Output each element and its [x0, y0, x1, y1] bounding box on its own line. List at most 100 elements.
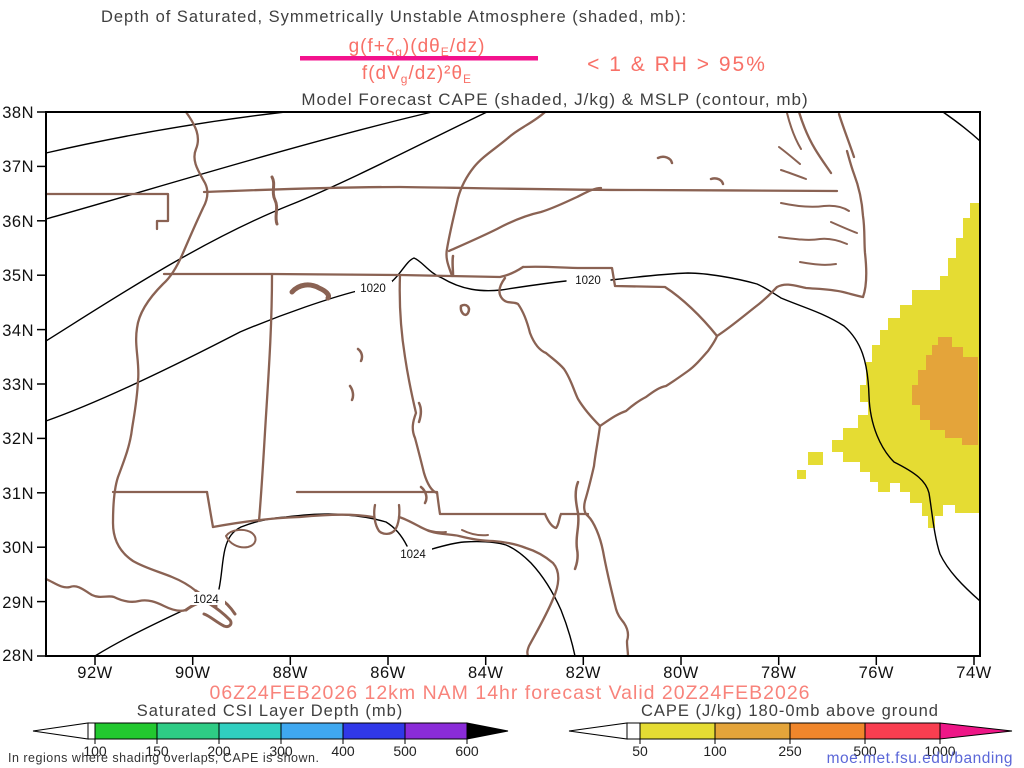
cape-segment [714, 722, 791, 740]
northcarolina-coast [715, 283, 865, 338]
cape-colorbar-ticks [639, 739, 941, 744]
page-title: Depth of Saturated, Symmetrically Unstab… [101, 8, 687, 26]
formula-condition: < 1 & RH > 95% [587, 53, 767, 76]
contour-line-1020 [389, 257, 567, 292]
louisiana-coast-marsh [44, 577, 188, 612]
lat-label: 28N [2, 647, 34, 665]
csi-segment-white [87, 722, 96, 740]
lake-pontchartrain [225, 528, 257, 549]
tennessee-river-kentucky [270, 175, 279, 226]
contour-label-mask [188, 592, 225, 605]
subtitle: Model Forecast CAPE (shaded, J/kg) & MSL… [301, 90, 808, 109]
lat-label: 34N [2, 322, 34, 340]
savannah-river-border [498, 276, 602, 428]
csi-tick-label: 400 [331, 743, 355, 759]
cape-segment [864, 722, 941, 740]
csi-segment [94, 722, 158, 740]
lon-label: 76W [859, 664, 894, 682]
pamlico-albemarle-sounds [778, 202, 858, 266]
lon-label: 82W [566, 664, 601, 682]
mississippi-gulf-coast [211, 513, 375, 529]
lat-label: 30N [2, 539, 34, 557]
missouri-arkansas-border [44, 192, 170, 231]
cape-tick-label: 50 [632, 743, 648, 759]
lat-label: 36N [2, 213, 34, 231]
cape-tick-label: 100 [703, 743, 727, 759]
small-lakes-and-rivers [348, 155, 725, 571]
mobile-bay [373, 503, 401, 536]
kentucky-virginia-northcarolina-border [202, 185, 839, 194]
lat-label: 33N [2, 376, 34, 394]
tennessee-northcarolina-border [447, 186, 603, 253]
csi-colorbar-title: Saturated CSI Layer Depth (mb) [137, 702, 404, 720]
csi-tick-label: 500 [393, 743, 417, 759]
chesapeake-rivers [778, 112, 807, 180]
cape-over-arrow [939, 722, 1013, 740]
cape-segment [639, 722, 716, 740]
delmarva-atlantic-shore [837, 112, 856, 159]
alabama-georgia-border [398, 273, 439, 495]
formula-denominator: f(dVg/dz)²θE [362, 63, 472, 86]
delmarva-peninsula [797, 110, 833, 175]
cape-colorbar: CAPE (J/kg) 180-0mb above ground 50 100 … [568, 702, 1013, 759]
lon-label: 74W [956, 664, 991, 682]
lat-label: 32N [2, 430, 34, 448]
contour-line [45, 111, 488, 342]
csi-colorbar-ticks [94, 739, 468, 744]
cape-100-250-core [912, 337, 978, 445]
cape-segment-white [626, 722, 641, 740]
fraction-bar [300, 56, 538, 61]
mississippi-alabama-border [257, 273, 274, 523]
southcarolina-coast [598, 334, 719, 428]
mslp-contours [45, 111, 981, 657]
lon-label: 88W [273, 664, 308, 682]
cape-tick-label: 250 [778, 743, 802, 759]
northcarolina-southcarolina-border [521, 265, 719, 338]
contour-label-1020: 1020 [360, 283, 386, 295]
csi-formula: g(f+ζg)(dθE/dz) f(dVg/dz)²θE < 1 & RH > … [300, 36, 767, 86]
lat-label: 31N [2, 485, 34, 503]
lat-label: 35N [2, 267, 34, 285]
contour-label-mask [570, 273, 607, 286]
lon-label: 90W [175, 664, 210, 682]
contour-label-1024: 1024 [193, 594, 219, 606]
cape-tick-label: 1000 [924, 743, 955, 759]
cape-detached-pixel-block [797, 470, 806, 479]
latitude-axis-labels: 38N 37N 36N 35N 34N 33N 32N 31N 30N 29N … [2, 104, 34, 665]
contour-line [45, 111, 433, 220]
contour-line [942, 111, 981, 142]
longitude-axis-labels: 92W 90W 88W 86W 84W 82W 80W 78W 76W 74W [77, 664, 991, 682]
lon-label: 78W [761, 664, 796, 682]
tennessee-river-alabama [289, 282, 331, 301]
florida-east-coast [586, 514, 630, 658]
csi-over-arrow [466, 722, 509, 740]
cape-detached-pixel-block [808, 452, 823, 465]
contour-label-mask [395, 547, 432, 560]
csi-tick-label: 300 [269, 743, 293, 759]
csi-segment [218, 722, 282, 740]
csi-tick-label: 100 [83, 743, 107, 759]
cape-shading [797, 203, 980, 528]
lat-label: 37N [2, 158, 34, 176]
lon-label: 84W [468, 664, 503, 682]
appalachian-border-west [445, 110, 547, 278]
source-url[interactable]: moe.met.fsu.edu/banding [827, 750, 1013, 767]
contour-label-mask [355, 281, 392, 294]
contour-line-1024 [218, 513, 408, 590]
contour-line-1020 [45, 290, 358, 422]
cape-segment [789, 722, 866, 740]
outer-banks [845, 149, 868, 299]
florida-panhandle-gulf-coast [397, 515, 560, 658]
lat-label: 29N [2, 594, 34, 612]
contour-line [45, 111, 286, 154]
31n-state-borders [111, 490, 590, 530]
cape-colorbar-title: CAPE (J/kg) 180-0mb above ground [641, 702, 939, 720]
lon-label: 92W [77, 664, 112, 682]
contour-label-1020: 1020 [575, 275, 601, 287]
contour-labels: 1020 1020 1024 1024 [188, 273, 607, 606]
csi-under-arrow [32, 722, 89, 740]
overlap-note: In regions where shading overlaps, CAPE … [8, 751, 319, 765]
contour-line-1024 [94, 609, 185, 657]
csi-tick-label: 150 [145, 743, 169, 759]
